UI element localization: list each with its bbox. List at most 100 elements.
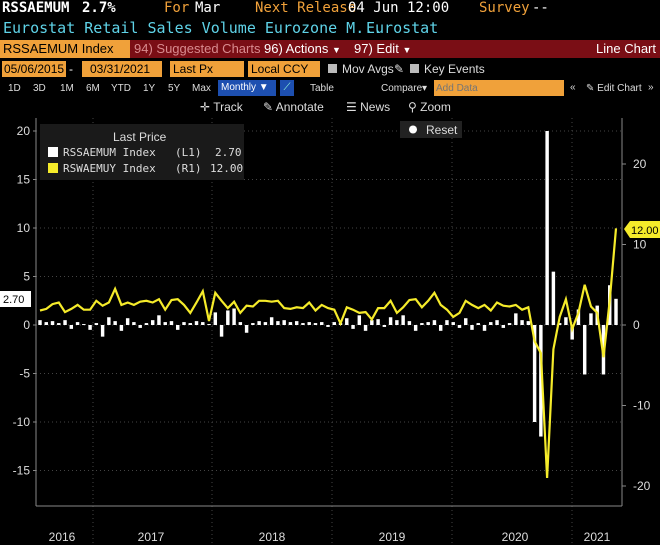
date-separator: - [69,62,73,76]
chart-background [0,118,660,545]
bar [100,325,105,337]
chevron-down-icon: ▾ [422,83,428,94]
key-events-label: Key Events [424,62,485,76]
bar [614,298,618,325]
range-6m[interactable]: 6M [86,83,100,94]
range-1d[interactable]: 1D [8,83,21,94]
line-chart-icon[interactable]: ⟋ [280,80,294,96]
gridlines [36,118,622,545]
range-5y[interactable]: 5Y [168,83,181,94]
annotate-label: Annotate [275,100,324,114]
bar [489,322,493,325]
bar [257,321,261,325]
zoom-label: Zoom [420,100,451,114]
chevron-down-icon: ▼ [402,45,412,55]
chevron-down-icon: ▼ [331,45,341,55]
zoom-button[interactable]: ⚲ Zoom [408,100,451,114]
date-toolbar: 05/06/2015 - 03/31/2021 Last Px Local CC… [0,61,660,78]
bar [119,325,124,331]
edit-chart-button[interactable]: ✎ Edit Chart [586,83,642,94]
annotate-button[interactable]: ✎ Annotate [263,100,324,114]
bar [107,317,111,325]
bar [320,322,324,325]
bar [307,322,311,325]
period-select[interactable]: Monthly ▼ [218,80,276,96]
compare-button[interactable]: Compare [381,83,423,94]
bar [451,322,455,325]
legend-swatch-line [48,163,58,173]
source-label: Eurostat [366,19,439,37]
left-tick-label: 15 [17,173,31,187]
bar [232,308,236,325]
bar [288,322,293,325]
bar [263,322,268,325]
pencil-icon[interactable]: ✎ [394,62,405,76]
field-select[interactable]: Last Px [170,61,244,77]
bar [188,323,192,325]
bar [88,325,92,330]
bar [576,309,581,325]
news-button[interactable]: ☰ News [346,100,390,114]
bar [432,320,437,325]
bar [182,322,186,325]
bar [176,325,180,330]
right-tick-label: 0 [633,318,640,332]
bar [144,323,149,325]
radio-icon [409,125,417,134]
bar [520,320,524,325]
bar [501,325,506,328]
bar [482,325,487,331]
bar [150,320,155,325]
view-type-label: Line Chart [596,41,656,56]
range-1y[interactable]: 1Y [143,83,156,94]
range-max[interactable]: Max [192,83,211,94]
bar [539,325,543,437]
currency-select[interactable]: Local CCY [248,61,320,77]
start-date-input[interactable]: 05/06/2015 [2,61,66,77]
legend-box [40,124,244,180]
left-last-value-tag: 2.70 [0,291,31,307]
track-button[interactable]: ✛ Track [200,100,243,114]
news-label: News [360,100,391,114]
suggested-charts-menu[interactable]: 94) Suggested Charts [134,41,261,56]
reset-button[interactable]: Reset [400,121,462,138]
bar [545,131,549,325]
range-ytd[interactable]: YTD [111,83,131,94]
key-events-checkbox[interactable] [410,64,419,73]
bar [564,317,568,325]
right-last-value-tag: 12.00 [624,221,660,238]
bar [57,323,61,325]
legend-entry-1-axis: (L1) [175,146,202,159]
bar [532,325,537,422]
range-1m[interactable]: 1M [60,83,74,94]
bar [495,320,499,325]
range-3d[interactable]: 3D [33,83,46,94]
actions-menu[interactable]: 96) Actions ▼ [264,40,341,58]
reset-button-bg [400,121,462,138]
bar [69,325,74,329]
edit-menu[interactable]: 97) Edit ▼ [354,40,411,58]
bar [313,323,318,325]
bar [445,320,449,325]
bar [357,315,362,325]
bar [413,325,418,331]
bar [457,325,462,328]
main-toolbar: RSSAEMUM Index 94) Suggested Charts 96) … [0,40,660,58]
bar [351,325,355,329]
end-date-input[interactable]: 03/31/2021 [82,61,162,77]
add-data-input[interactable] [434,80,564,96]
table-button[interactable]: Table [310,83,334,94]
track-label: Track [213,100,243,114]
security-input[interactable]: RSSAEMUM Index [0,40,130,58]
bar [44,322,48,325]
legend: Last Price RSSAEMUM Index (L1) 2.70 RSWA… [40,124,244,180]
expand-icon[interactable]: » [648,82,654,93]
chevron-down-icon: ▼ [258,82,269,93]
bar [420,323,424,325]
collapse-icon[interactable]: « [570,82,576,93]
bar [376,319,380,325]
chart-tools-toolbar: ✛ Track ✎ Annotate ☰ News ⚲ Zoom [0,98,660,118]
mov-avgs-checkbox[interactable] [328,64,337,73]
bar [75,322,80,325]
